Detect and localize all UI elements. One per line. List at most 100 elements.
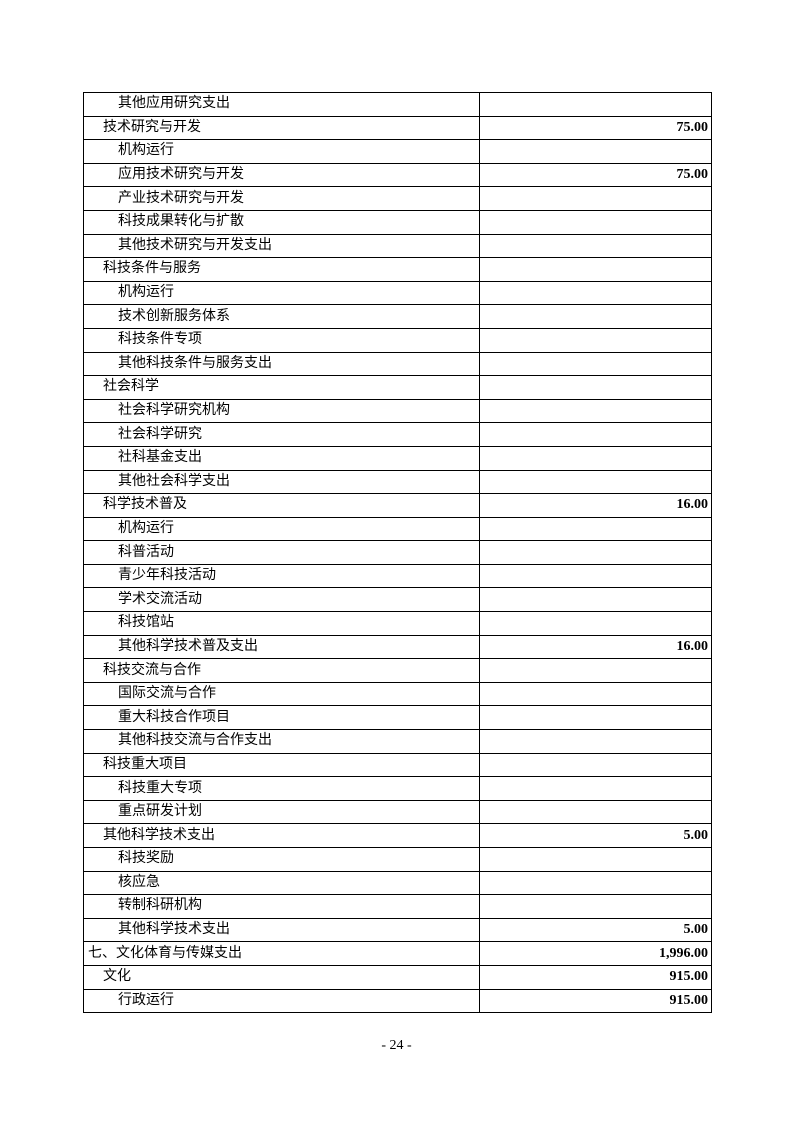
row-label: 行政运行	[118, 992, 174, 1008]
row-label: 科技馆站	[118, 615, 174, 631]
row-value-cell	[480, 400, 711, 423]
row-value-cell	[480, 683, 711, 706]
row-label: 其他科技条件与服务支出	[118, 355, 272, 371]
table-row: 社会科学	[84, 376, 711, 400]
table-row: 青少年科技活动	[84, 564, 711, 589]
row-label: 其他科技交流与合作支出	[118, 733, 272, 749]
table-row: 其他技术研究与开发支出	[84, 234, 711, 259]
row-label: 文化	[103, 969, 131, 985]
table-row: 技术研究与开发 75.00	[84, 116, 711, 141]
row-label: 科学技术普及	[103, 497, 187, 513]
row-label-cell: 核应急	[84, 871, 480, 895]
row-label-cell: 产业技术研究与开发	[84, 187, 480, 210]
row-label-cell: 机构运行	[84, 281, 480, 305]
table-row: 社会科学研究	[84, 423, 711, 447]
table-row: 行政运行 915.00	[84, 989, 711, 1013]
table-row: 其他科学技术支出 5.00	[84, 824, 711, 848]
row-label: 科技重大专项	[118, 780, 202, 796]
row-label-cell: 七、文化体育与传媒支出	[84, 942, 480, 965]
table-row: 应用技术研究与开发 75.00	[84, 163, 711, 188]
row-value-cell	[480, 305, 711, 328]
row-label-cell: 科技重大专项	[84, 777, 480, 800]
row-label: 机构运行	[118, 285, 174, 301]
table-row: 其他科技交流与合作支出	[84, 730, 711, 754]
row-value-cell	[480, 258, 711, 281]
row-label: 社会科学	[103, 379, 159, 395]
table-row: 文化 915.00	[84, 965, 711, 990]
row-label-cell: 其他科技交流与合作支出	[84, 730, 480, 753]
row-value-cell: 5.00	[683, 827, 709, 843]
table-row: 科技奖励	[84, 848, 711, 872]
row-label: 技术创新服务体系	[118, 308, 230, 324]
table-row: 科技馆站	[84, 612, 711, 636]
row-label-cell: 转制科研机构	[84, 895, 480, 918]
row-label-cell: 社会科学	[84, 376, 480, 399]
row-value-cell	[480, 754, 711, 777]
row-label: 其他科学技术支出	[103, 827, 215, 843]
row-label-cell: 科技馆站	[84, 612, 480, 635]
row-value-cell	[480, 659, 711, 682]
row-label: 重大科技合作项目	[118, 709, 230, 725]
row-label: 学术交流活动	[118, 591, 202, 607]
row-label: 机构运行	[118, 143, 174, 159]
row-label-cell: 社会科学研究机构	[84, 399, 480, 423]
row-label: 应用技术研究与开发	[118, 167, 244, 183]
row-label-cell: 科技条件专项	[84, 328, 480, 352]
row-label: 重点研发计划	[118, 804, 202, 820]
row-label-cell: 行政运行	[84, 989, 480, 1013]
row-label-cell: 其他应用研究支出	[84, 93, 480, 116]
row-value-cell	[480, 187, 711, 210]
row-label-cell: 科普活动	[84, 541, 480, 564]
row-label: 科技交流与合作	[103, 662, 201, 678]
row-label-cell: 其他科学技术支出	[84, 824, 480, 847]
row-label-cell: 科技交流与合作	[84, 659, 480, 682]
row-value-cell: 16.00	[676, 638, 709, 654]
row-label-cell: 其他技术研究与开发支出	[84, 234, 480, 258]
table-row: 科技重大专项	[84, 777, 711, 801]
row-label: 青少年科技活动	[118, 568, 216, 584]
table-row: 其他社会科学支出	[84, 470, 711, 495]
table-row: 科技条件与服务	[84, 258, 711, 282]
table-row: 重大科技合作项目	[84, 706, 711, 731]
table-row: 其他科学技术普及支出 16.00	[84, 635, 711, 660]
row-value-cell	[480, 541, 711, 564]
row-label: 社科基金支出	[118, 450, 202, 466]
row-value-cell	[480, 612, 711, 635]
row-label-cell: 社科基金支出	[84, 446, 480, 470]
table-row: 其他科技条件与服务支出	[84, 352, 711, 377]
row-label-cell: 技术研究与开发	[84, 116, 480, 140]
row-label: 科普活动	[118, 544, 174, 560]
row-value-cell: 1,996.00	[659, 945, 708, 961]
table-row: 科学技术普及 16.00	[84, 494, 711, 518]
row-value-cell	[480, 895, 711, 918]
row-label-cell: 其他科学技术普及支出	[84, 635, 480, 659]
row-value-cell: 16.00	[676, 497, 709, 513]
row-label-cell: 技术创新服务体系	[84, 305, 480, 328]
table-row: 社科基金支出	[84, 446, 711, 471]
page-number: - 24 -	[381, 1038, 412, 1053]
table-row: 学术交流活动	[84, 588, 711, 613]
row-value-cell	[480, 848, 711, 871]
row-label: 其他应用研究支出	[118, 96, 230, 112]
row-label-cell: 科技重大项目	[84, 753, 480, 777]
row-value-cell	[480, 872, 711, 895]
row-label: 国际交流与合作	[118, 686, 216, 702]
row-label: 社会科学研究机构	[118, 403, 230, 419]
table-row: 七、文化体育与传媒支出 1,996.00	[84, 942, 711, 966]
row-label-cell: 其他科技条件与服务支出	[84, 352, 480, 376]
row-label-cell: 青少年科技活动	[84, 564, 480, 588]
table-row: 国际交流与合作	[84, 682, 711, 707]
table-row: 其他科学技术支出 5.00	[84, 918, 711, 943]
row-label-cell: 其他科学技术支出	[84, 918, 480, 942]
row-value-cell	[480, 140, 711, 163]
table-row: 机构运行	[84, 140, 711, 164]
row-label: 其他技术研究与开发支出	[118, 237, 272, 253]
table-row: 核应急	[84, 871, 711, 896]
row-label: 科技重大项目	[103, 756, 187, 772]
row-label-cell: 应用技术研究与开发	[84, 163, 480, 187]
table-row: 科技交流与合作	[84, 659, 711, 683]
row-value-cell	[480, 447, 711, 470]
row-label-cell: 科学技术普及	[84, 494, 480, 517]
row-value-cell	[480, 518, 711, 541]
